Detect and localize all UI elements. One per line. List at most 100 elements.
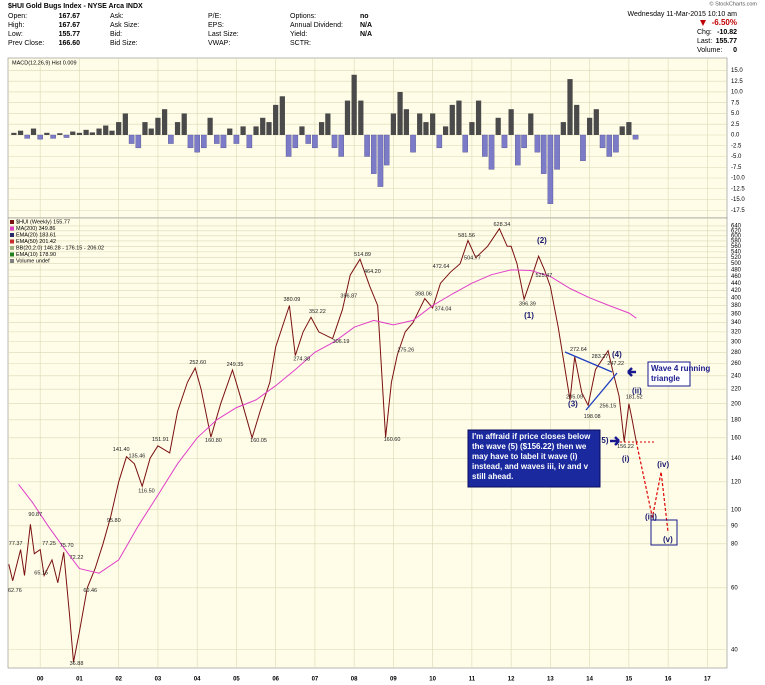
macd-bar	[24, 134, 30, 139]
macd-bar	[273, 104, 279, 135]
macd-bar	[547, 134, 554, 204]
price-label: 160.05	[250, 438, 267, 444]
legend-swatch	[10, 252, 14, 257]
macd-bar	[606, 134, 613, 157]
quote-label: Yield:	[290, 31, 307, 38]
legend-swatch	[10, 239, 14, 244]
x-tick-label: 07	[312, 677, 319, 683]
legend-label: BB(20,2.0) 146.28 - 176.15 - 206.02	[16, 245, 104, 251]
price-label: 198.08	[584, 414, 601, 420]
macd-bar	[305, 134, 312, 144]
macd-bar	[70, 131, 76, 135]
macd-bar	[122, 113, 128, 135]
y-tick-label: 220	[731, 387, 742, 393]
macd-bar	[358, 100, 364, 135]
legend-label: $HUI (Weekly) 155.77	[16, 219, 70, 225]
y-tick-label: -2.5	[731, 143, 742, 149]
macd-bar	[76, 132, 83, 135]
y-tick-label: 280	[731, 350, 742, 356]
quote-label: P/E:	[208, 13, 221, 20]
macd-bar	[220, 134, 227, 149]
y-tick-label: 440	[731, 281, 742, 287]
price-label: 151.91	[152, 437, 169, 443]
macd-bar	[540, 134, 547, 174]
y-tick-label: -5.0	[731, 154, 742, 160]
macd-bar	[521, 134, 527, 149]
x-tick-label: 15	[626, 677, 633, 683]
wave-label: (ii)	[632, 386, 642, 395]
macd-bar	[63, 134, 70, 138]
price-label: 72.22	[70, 555, 84, 561]
price-label: 396.39	[519, 301, 536, 307]
x-tick-label: 14	[586, 677, 593, 683]
y-tick-label: 520	[731, 255, 742, 261]
macd-bar	[436, 134, 443, 149]
wave-label: (1)	[524, 311, 534, 320]
price-label: 398.06	[415, 291, 432, 297]
x-tick-label: 13	[547, 677, 554, 683]
change-pct: -6.50%	[712, 18, 737, 27]
macd-bar	[560, 122, 566, 135]
macd-bar	[227, 128, 233, 135]
quote-label: Options:	[290, 13, 316, 20]
price-label: 352.22	[309, 309, 326, 315]
price-label: 135.46	[128, 454, 145, 460]
macd-bar	[534, 134, 541, 153]
macd-bar	[57, 133, 63, 135]
macd-bar	[96, 128, 102, 135]
price-label: 65.15	[34, 571, 48, 577]
summary-label: Last:	[697, 38, 712, 45]
quote-value: 166.60	[59, 40, 81, 47]
x-tick-label: 05	[233, 677, 240, 683]
y-tick-label: 140	[731, 456, 742, 462]
x-tick-label: 00	[37, 677, 44, 683]
price-line	[18, 269, 637, 574]
macd-bar	[194, 134, 200, 153]
price-label: 141.40	[113, 447, 130, 453]
x-tick-label: 08	[351, 677, 358, 683]
y-tick-label: 200	[731, 401, 742, 407]
price-label: 256.15	[599, 403, 616, 409]
y-tick-label: -10.0	[731, 176, 745, 182]
macd-bar	[17, 130, 24, 135]
x-tick-label: 01	[76, 677, 83, 683]
y-tick-label: 320	[731, 329, 742, 335]
price-label: 396.87	[340, 293, 357, 299]
panel-title: MACD(12,26,9) Hist 0.009	[12, 60, 77, 66]
y-tick-label: 640	[731, 223, 742, 229]
price-label: 525.47	[535, 273, 552, 279]
macd-bar	[116, 122, 122, 135]
macd-bar	[312, 134, 318, 149]
macd-bar	[181, 113, 187, 135]
x-tick-label: 11	[469, 677, 476, 683]
macd-bar	[155, 117, 161, 135]
y-tick-label: -7.5	[731, 165, 742, 171]
y-tick-label: -12.5	[731, 186, 745, 192]
macd-bar	[410, 134, 416, 153]
price-label: 75.70	[60, 543, 74, 549]
quote-label: Bid:	[110, 31, 122, 38]
y-tick-label: 0.0	[731, 133, 740, 139]
macd-bar	[423, 122, 429, 135]
quote-label: Ask:	[110, 13, 124, 20]
price-label: 90.87	[28, 512, 42, 518]
macd-bar	[364, 134, 370, 157]
legend-swatch	[10, 233, 14, 237]
macd-bar	[279, 96, 285, 135]
date: Wednesday 11-Mar-2015 10:10 am	[628, 11, 738, 18]
price-label: 205.09	[566, 394, 583, 400]
macd-bar	[397, 91, 403, 135]
wave-label: (iii)	[645, 513, 657, 522]
macd-bar	[299, 126, 305, 135]
quote-label: VWAP:	[208, 40, 230, 47]
macd-bar	[371, 134, 377, 174]
copyright: © StockCharts.com	[710, 0, 758, 7]
summary-value: 0	[733, 47, 737, 54]
macd-bar	[508, 109, 514, 135]
down-arrow	[700, 20, 706, 26]
price-label: 181.52	[626, 394, 643, 400]
macd-bar	[338, 134, 344, 157]
summary-label: Volume:	[697, 47, 722, 54]
y-tick-label: 180	[731, 417, 742, 423]
